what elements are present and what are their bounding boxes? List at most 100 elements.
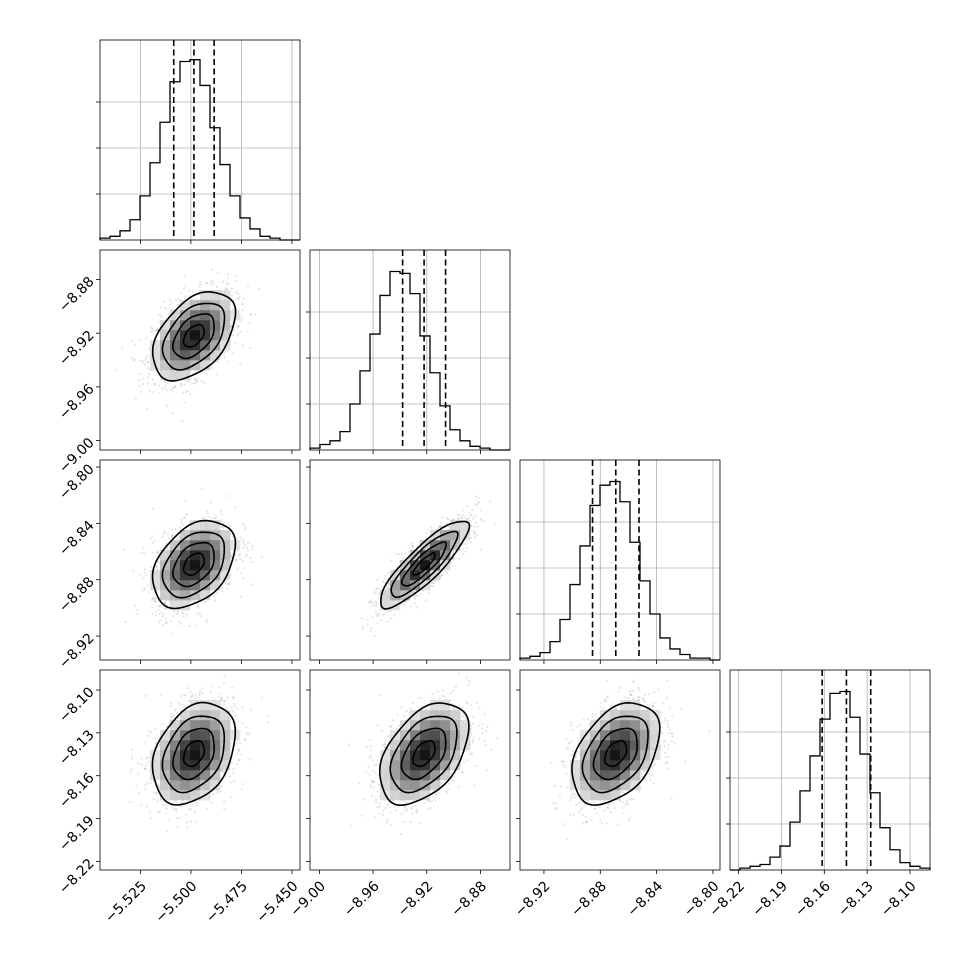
scatter-point	[135, 613, 138, 616]
scatter-point	[388, 583, 391, 586]
scatter-point	[244, 554, 247, 558]
scatter-point	[184, 285, 187, 288]
scatter-point	[152, 507, 155, 510]
scatter-point	[226, 273, 229, 276]
scatter-panel-2-1	[306, 459, 511, 664]
scatter-point	[191, 290, 194, 293]
scatter-point	[158, 313, 161, 316]
scatter-point	[246, 284, 250, 287]
scatter-point	[472, 530, 475, 533]
scatter-point	[143, 363, 146, 366]
density-cell	[190, 580, 201, 591]
scatter-point	[183, 274, 186, 277]
scatter-point	[230, 723, 233, 726]
scatter-point	[177, 304, 180, 307]
scatter-point	[145, 356, 148, 359]
scatter-point	[152, 541, 155, 544]
scatter-point	[165, 622, 168, 625]
scatter-point	[200, 615, 203, 618]
scatter-point	[172, 714, 175, 717]
scatter-point	[159, 619, 162, 622]
scatter-point	[151, 597, 154, 600]
scatter-point	[375, 612, 378, 616]
scatter-point	[375, 587, 378, 590]
scatter-point	[143, 768, 146, 771]
scatter-point	[169, 388, 173, 391]
scatter-point	[230, 287, 233, 290]
scatter-point	[228, 582, 231, 586]
scatter-point	[236, 324, 239, 328]
scatter-point	[217, 361, 220, 364]
scatter-point	[185, 614, 188, 617]
scatter-point	[238, 292, 241, 295]
scatter-point	[153, 329, 156, 332]
scatter-point	[236, 537, 239, 540]
scatter-point	[220, 526, 223, 529]
scatter-point	[173, 808, 176, 811]
hist-step-2	[519, 480, 720, 661]
density-cell	[200, 590, 211, 601]
scatter-point	[164, 602, 167, 605]
density-cell	[180, 350, 191, 361]
scatter-point	[212, 793, 215, 796]
scatter-point	[401, 602, 404, 606]
scatter-point	[221, 526, 225, 529]
scatter-point	[223, 356, 226, 359]
scatter-point	[227, 582, 230, 585]
scatter-point	[181, 524, 184, 527]
density-cell	[150, 570, 161, 581]
density-cell	[460, 520, 471, 531]
density-cell	[420, 550, 431, 561]
scatter-point	[249, 313, 252, 316]
density-cell	[180, 580, 191, 591]
scatter-point	[166, 405, 169, 408]
scatter-point	[441, 516, 444, 520]
scatter-point	[385, 587, 388, 590]
scatter-point	[132, 359, 135, 362]
scatter-point	[148, 390, 151, 393]
scatter-point	[199, 283, 202, 286]
density-cell	[200, 560, 211, 571]
scatter-point	[369, 630, 372, 633]
scatter-point	[161, 615, 164, 618]
scatter-point	[177, 537, 180, 540]
density-grid-2-0	[150, 520, 241, 611]
scatter-point	[212, 282, 215, 285]
scatter-frame-2-0	[99, 459, 301, 661]
density-cell	[400, 560, 411, 571]
scatter-point	[251, 544, 254, 548]
scatter-point	[185, 612, 189, 615]
scatter-point	[410, 591, 413, 594]
scatter-point	[206, 512, 209, 515]
scatter-point	[236, 567, 239, 570]
scatter-point	[393, 614, 396, 617]
scatter-point	[225, 288, 228, 291]
scatter-point	[179, 382, 182, 385]
scatter-point	[188, 624, 191, 628]
scatter-point	[121, 346, 124, 349]
scatter-point	[375, 601, 378, 604]
scatter-point	[222, 521, 225, 524]
scatter-point	[227, 523, 230, 526]
scatter-point	[154, 597, 157, 600]
scatter-point	[169, 716, 173, 719]
scatter-point	[372, 604, 375, 607]
scatter-point	[446, 572, 449, 575]
density-cell	[160, 590, 171, 601]
scatter-point	[225, 587, 229, 590]
density-cell	[210, 340, 221, 351]
scatter-point	[420, 592, 423, 595]
scatter-point	[361, 625, 365, 628]
scatter-point	[211, 279, 214, 282]
scatter-point	[151, 606, 154, 609]
scatter-point	[174, 527, 177, 531]
scatter-point	[151, 612, 154, 616]
scatter-point	[431, 581, 435, 584]
scatter-point	[242, 567, 246, 570]
scatter-point	[143, 571, 146, 574]
scatter-point	[374, 590, 377, 594]
scatter-point	[171, 412, 174, 415]
scatter-point	[223, 352, 226, 355]
scatter-point	[184, 390, 188, 393]
scatter-point	[163, 380, 166, 383]
